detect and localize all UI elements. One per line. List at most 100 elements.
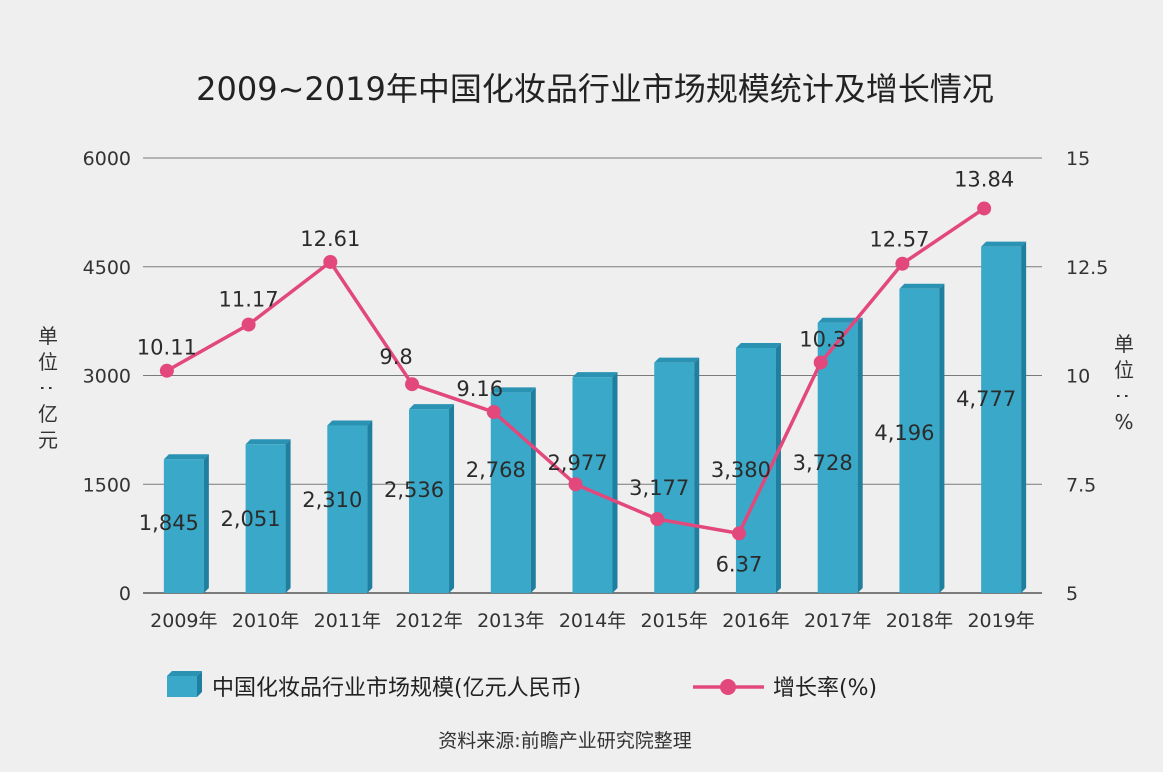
legend-bar-swatch-side: [197, 671, 202, 697]
bar-value-label: 3,380: [711, 458, 771, 482]
axis-title-char: 单: [1114, 332, 1134, 356]
legend-bar-label: 中国化妆品行业市场规模(亿元人民币): [212, 676, 581, 701]
legend-line-label: 增长率(%): [773, 676, 877, 701]
x-tick: 2017年: [804, 610, 871, 632]
bar: [409, 404, 455, 593]
bar-value-label: 2,977: [547, 451, 607, 475]
bar-top: [490, 387, 536, 393]
bar-front: [163, 459, 204, 593]
legend-bar-swatch-top: [167, 671, 202, 676]
legend-bar-swatch: [167, 676, 197, 697]
x-tick: 2014年: [559, 610, 626, 632]
y-right-tick: 7.5: [1066, 474, 1096, 496]
y-left-tick: 0: [119, 583, 131, 605]
growth-value-label: 13.84: [954, 167, 1014, 191]
growth-point: [486, 405, 501, 420]
bar-top: [981, 241, 1027, 247]
bar-front: [409, 409, 450, 593]
bar: [490, 387, 536, 593]
bar: [735, 342, 781, 593]
axis-title-char: :: [36, 385, 60, 392]
bar-side: [612, 372, 618, 593]
bar-value-label: 3,177: [629, 476, 689, 500]
x-tick: 2011年: [314, 610, 381, 632]
growth-value-label: 9.8: [379, 345, 412, 369]
legend: 中国化妆品行业市场规模(亿元人民币) 增长率(%): [167, 671, 877, 701]
bar: [245, 439, 291, 593]
source-note: 资料来源:前瞻产业研究院整理: [438, 730, 691, 752]
growth-value-label: 6.37: [716, 552, 763, 576]
bar-top: [327, 420, 373, 426]
growth-value-label: 12.57: [869, 228, 929, 252]
bar: [981, 241, 1027, 594]
bar: [327, 420, 373, 593]
y-right-tick: 5: [1066, 583, 1078, 605]
bar-side: [449, 404, 455, 593]
bar-value-label: 2,051: [221, 507, 281, 531]
axis-title-char: 亿: [38, 402, 58, 426]
bar-value-label: 2,310: [302, 488, 362, 512]
axis-title-char: 元: [38, 428, 58, 452]
y-left-axis-title: 单位: 亿元: [36, 324, 60, 452]
bar-side: [203, 454, 209, 593]
bar-side: [775, 342, 781, 593]
y-left-tick: 1500: [83, 474, 131, 496]
bar-value-label: 2,536: [384, 478, 444, 502]
growth-value-label: 9.16: [456, 377, 503, 401]
bar-front: [899, 288, 940, 593]
bar-side: [939, 283, 945, 593]
bar-side: [285, 439, 291, 593]
growth-point: [895, 256, 910, 271]
bar-value-label: 1,845: [139, 511, 199, 535]
bar-value-label: 2,768: [466, 458, 526, 482]
growth-point: [405, 377, 420, 392]
bar-top: [899, 283, 945, 289]
growth-point: [568, 477, 583, 492]
legend-line-marker: [720, 679, 736, 695]
x-tick: 2012年: [395, 610, 462, 632]
growth-value-label: 12.61: [300, 227, 360, 251]
axis-title-char: 位: [38, 350, 58, 374]
x-tick: 2009年: [150, 610, 217, 632]
x-tick: 2015年: [641, 610, 708, 632]
bar-value-label: 4,196: [874, 421, 934, 445]
bar-top: [817, 317, 863, 323]
x-tick: 2019年: [967, 610, 1034, 632]
bar-top: [163, 454, 209, 460]
growth-point: [241, 317, 256, 332]
y-right-tick: 15: [1066, 148, 1090, 170]
growth-point: [159, 363, 174, 378]
x-tick: 2018年: [886, 610, 953, 632]
bar: [163, 454, 209, 593]
bar-value-label: 4,777: [956, 387, 1016, 411]
y-left-tick: 3000: [83, 366, 131, 388]
bar-front: [327, 425, 368, 593]
bar-top: [572, 372, 618, 378]
bar-side: [694, 357, 700, 593]
bar: [899, 283, 945, 593]
growth-value-label: 10.3: [799, 327, 846, 351]
bar-side: [857, 317, 863, 593]
growth-value-label: 11.17: [219, 288, 279, 312]
axis-title-char: %: [1114, 410, 1133, 434]
bar-front: [245, 444, 286, 593]
y-right-tick: 10: [1066, 366, 1090, 388]
y-left-tick: 6000: [83, 148, 131, 170]
bar-front: [654, 362, 695, 593]
bar-side: [367, 420, 373, 593]
growth-point: [813, 355, 828, 370]
x-tick: 2013年: [477, 610, 544, 632]
axis-title-char: 单: [38, 324, 58, 348]
bar-side: [530, 387, 536, 593]
bar-side: [1021, 241, 1027, 594]
y-left-tick: 4500: [83, 257, 131, 279]
bar-value-label: 3,728: [793, 451, 853, 475]
bar-top: [735, 342, 781, 348]
growth-value-label: 10.11: [137, 336, 197, 360]
growth-point: [731, 526, 746, 541]
chart-title: 2009~2019年中国化妆品行业市场规模统计及增长情况: [196, 70, 994, 108]
axis-title-char: 位: [1114, 358, 1134, 382]
x-tick: 2016年: [722, 610, 789, 632]
